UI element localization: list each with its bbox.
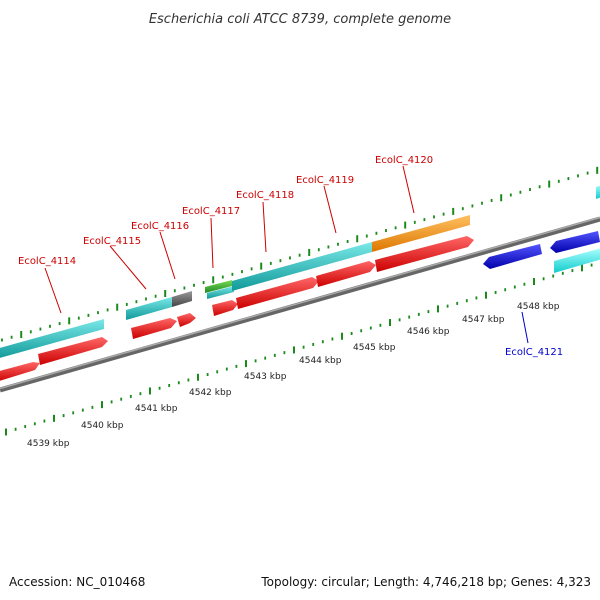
- leader-4114: [44, 267, 62, 314]
- kbp-label: 4546 kbp: [407, 327, 450, 337]
- feature-tracks: [0, 184, 600, 382]
- gene-bar-4118-4119[interactable]: [232, 242, 372, 291]
- gene-label-4114[interactable]: EcolC_4114: [18, 256, 76, 267]
- cds-arrow-a[interactable]: [0, 362, 40, 382]
- leader-4117: [210, 217, 214, 269]
- kbp-label: 4548 kbp: [517, 302, 560, 312]
- kbp-label: 4543 kbp: [244, 372, 287, 382]
- kbp-label: 4545 kbp: [353, 343, 396, 353]
- genome-backbone-highlight: [0, 216, 600, 390]
- gene-labels: EcolC_4114 EcolC_4115 EcolC_4116 EcolC_4…: [18, 155, 563, 358]
- cds-arrow-4121[interactable]: [483, 244, 542, 269]
- cds-arrow-4118[interactable]: [236, 277, 319, 309]
- gene-label-4116[interactable]: EcolC_4116: [131, 221, 189, 232]
- gene-bar-4114[interactable]: [0, 319, 104, 359]
- lower-tick-row: [5, 263, 593, 436]
- gene-label-4121[interactable]: EcolC_4121: [505, 347, 563, 358]
- kbp-label: 4544 kbp: [299, 356, 342, 366]
- cds-arrow-4114[interactable]: [38, 337, 108, 365]
- leader-4119: [323, 185, 337, 234]
- cds-arrow-4120[interactable]: [375, 236, 474, 272]
- cds-arrow-4122[interactable]: [550, 231, 600, 253]
- leader-4120: [402, 165, 415, 214]
- map-title: Escherichia coli ATCC 8739, complete gen…: [149, 12, 451, 27]
- gene-label-4119[interactable]: EcolC_4119: [296, 175, 354, 186]
- gene-label-4115[interactable]: EcolC_4115: [83, 236, 141, 247]
- genome-backbone: [0, 216, 600, 393]
- accession-text: Accession: NC_010468: [9, 575, 145, 589]
- gene-label-leaders: [44, 165, 529, 344]
- genome-summary-text: Topology: circular; Length: 4,746,218 bp…: [260, 575, 591, 589]
- cds-arrow-4117[interactable]: [212, 300, 238, 316]
- kbp-label: 4541 kbp: [135, 404, 178, 414]
- kbp-scale-labels: 4539 kbp 4540 kbp 4541 kbp 4542 kbp 4543…: [27, 302, 560, 449]
- gene-bar-4117[interactable]: [207, 286, 234, 299]
- gene-bar-4115[interactable]: [126, 297, 172, 320]
- cds-arrow-4116[interactable]: [177, 313, 196, 327]
- cds-arrow-4119[interactable]: [316, 261, 376, 287]
- leader-4121: [521, 311, 529, 344]
- kbp-label: 4547 kbp: [462, 315, 505, 325]
- gene-bar-4122[interactable]: [554, 248, 600, 273]
- kbp-label: 4539 kbp: [27, 439, 70, 449]
- leader-4115: [109, 245, 147, 290]
- kbp-label: 4540 kbp: [81, 421, 124, 431]
- pseudo-bar-4116[interactable]: [172, 291, 192, 307]
- leader-4116: [159, 231, 176, 280]
- gene-bar-edge[interactable]: [596, 184, 600, 199]
- upper-tick-row: [1, 166, 599, 342]
- rrna-bar-4120[interactable]: [372, 215, 470, 252]
- trna-bar-4117[interactable]: [205, 280, 232, 293]
- cds-arrow-4115[interactable]: [131, 318, 177, 339]
- kbp-label: 4542 kbp: [189, 388, 232, 398]
- gene-label-4117[interactable]: EcolC_4117: [182, 206, 240, 217]
- gene-label-4118[interactable]: EcolC_4118: [236, 190, 294, 201]
- gene-label-4120[interactable]: EcolC_4120: [375, 155, 433, 166]
- leader-4118: [262, 201, 267, 253]
